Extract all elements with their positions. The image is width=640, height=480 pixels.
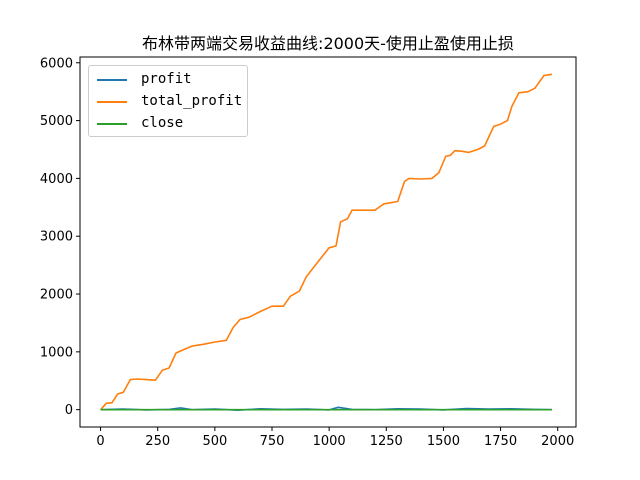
legend-label-close: close [141,115,184,131]
series-line-total-profit [100,73,553,411]
x-tick-label: 2000 [541,434,574,449]
legend-swatch-profit [97,79,127,81]
x-tick-label: 0 [96,434,104,449]
axes-frame [79,56,577,428]
x-tick-label: 1250 [370,434,403,449]
y-tick-label: 5000 [40,114,73,129]
x-tick-label: 1750 [484,434,517,449]
y-tick-label: 6000 [40,56,73,71]
legend-swatch-close [97,123,127,125]
x-tick-label: 750 [260,434,285,449]
legend-swatch-total-profit [97,101,127,103]
y-tick-label: 3000 [40,230,73,245]
y-tick-label: 0 [65,403,73,418]
x-tick-label: 500 [202,434,227,449]
x-tick-label: 250 [145,434,170,449]
legend-label-total-profit: total_profit [141,93,243,109]
legend: profit total_profit close [88,65,248,137]
y-tick-label: 2000 [40,288,73,303]
x-tick-label: 1500 [427,434,460,449]
chart-title: 布林带两端交易收益曲线:2000天-使用止盈使用止损 [142,34,514,53]
legend-item-profit: profit [89,69,247,91]
legend-item-total-profit: total_profit [89,91,247,113]
x-tick-label: 1000 [313,434,346,449]
legend-label-profit: profit [141,71,192,87]
y-tick-label: 4000 [40,172,73,187]
legend-item-close: close [89,113,247,135]
y-tick-label: 1000 [40,345,73,360]
